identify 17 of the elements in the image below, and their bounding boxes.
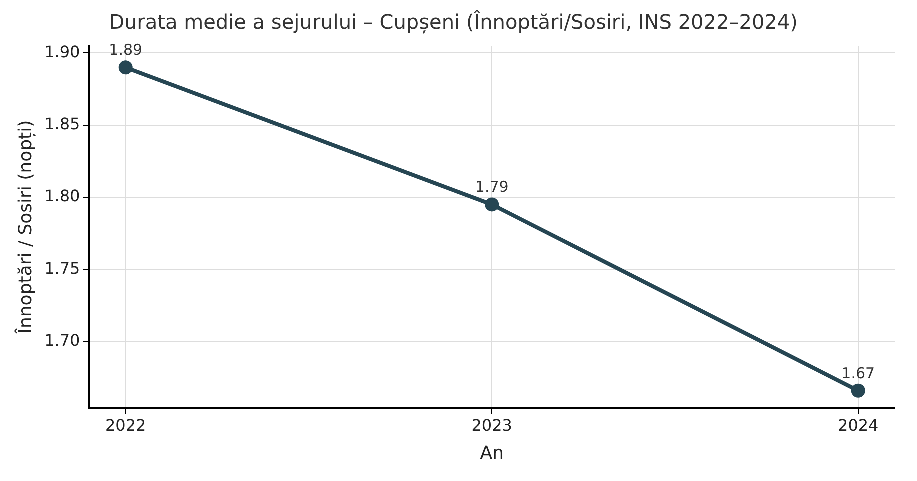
chart-title: Durata medie a sejurului – Cupșeni (Înnoptări/Sosiri, INS 2022–2024) [109,10,798,34]
y-tick-label: 1.90 [44,42,80,62]
x-tick-label: 2022 [105,416,146,435]
y-axis-title: Înnoptări / Sosiri (nopți) [14,120,36,335]
x-tick-label: 2023 [472,416,512,435]
point [118,60,133,75]
y-tick-label: 1.75 [44,258,80,278]
data-label: 1.79 [475,178,509,196]
x-tick-label: 2024 [838,416,879,435]
point [485,198,500,212]
y-tick-label: 1.70 [44,330,80,350]
y-tick-label: 1.80 [44,186,80,206]
data-label: 1.89 [109,41,143,60]
data-label: 1.67 [842,364,876,382]
y-tick-label: 1.85 [44,114,80,134]
point [851,384,866,398]
x-axis-title: An [480,442,504,464]
